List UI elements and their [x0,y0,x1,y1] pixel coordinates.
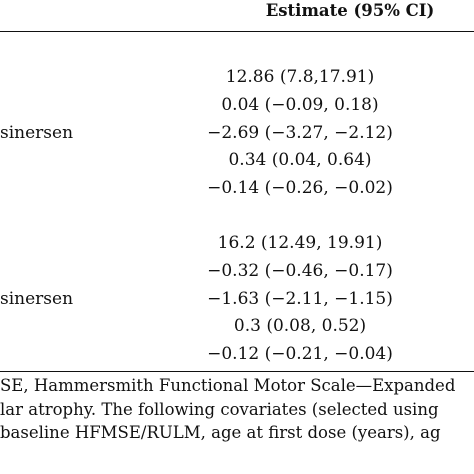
footnote-line: lar atrophy. The following covariates (s… [0,400,439,419]
footnote-line: baseline HFMSE/RULM, age at first dose (… [0,423,441,442]
estimate-cell: −0.14 (−0.26, −0.02) [207,178,393,198]
estimate-cell: 16.2 (12.49, 19.91) [217,233,383,253]
row-label: sinersen [0,289,74,309]
bottom-rule [0,371,474,372]
row-label: sinersen [0,123,74,143]
table-row: −0.32 (−0.46, −0.17) [0,259,474,284]
table-row: 0.04 (−0.09, 0.18) [0,93,474,118]
table-row: −0.14 (−0.26, −0.02) [0,176,474,201]
estimate-cell: 0.3 (0.08, 0.52) [233,316,367,336]
table-row: sinersen −1.63 (−2.11, −1.15) [0,287,474,312]
table-row: 0.34 (0.04, 0.64) [0,148,474,173]
table-row: 16.2 (12.49, 19.91) [0,231,474,256]
header-rule [0,31,474,32]
estimate-cell: −1.63 (−2.11, −1.15) [207,289,393,309]
estimate-cell: 0.34 (0.04, 0.64) [228,150,372,170]
estimate-cell: 0.04 (−0.09, 0.18) [221,95,379,115]
table-row: 12.86 (7.8,17.91) [0,65,474,90]
table-row: sinersen −2.69 (−3.27, −2.12) [0,121,474,146]
column-header-estimate: Estimate (95% CI) [265,1,435,20]
table-row: −0.12 (−0.21, −0.04) [0,342,474,367]
estimate-cell: −0.32 (−0.46, −0.17) [207,261,393,281]
table-row: 0.3 (0.08, 0.52) [0,314,474,339]
estimate-cell: 12.86 (7.8,17.91) [225,67,375,87]
footnote-line: SE, Hammersmith Functional Motor Scale—E… [0,376,456,395]
estimate-cell: −2.69 (−3.27, −2.12) [207,123,393,143]
estimate-cell: −0.12 (−0.21, −0.04) [207,344,393,364]
